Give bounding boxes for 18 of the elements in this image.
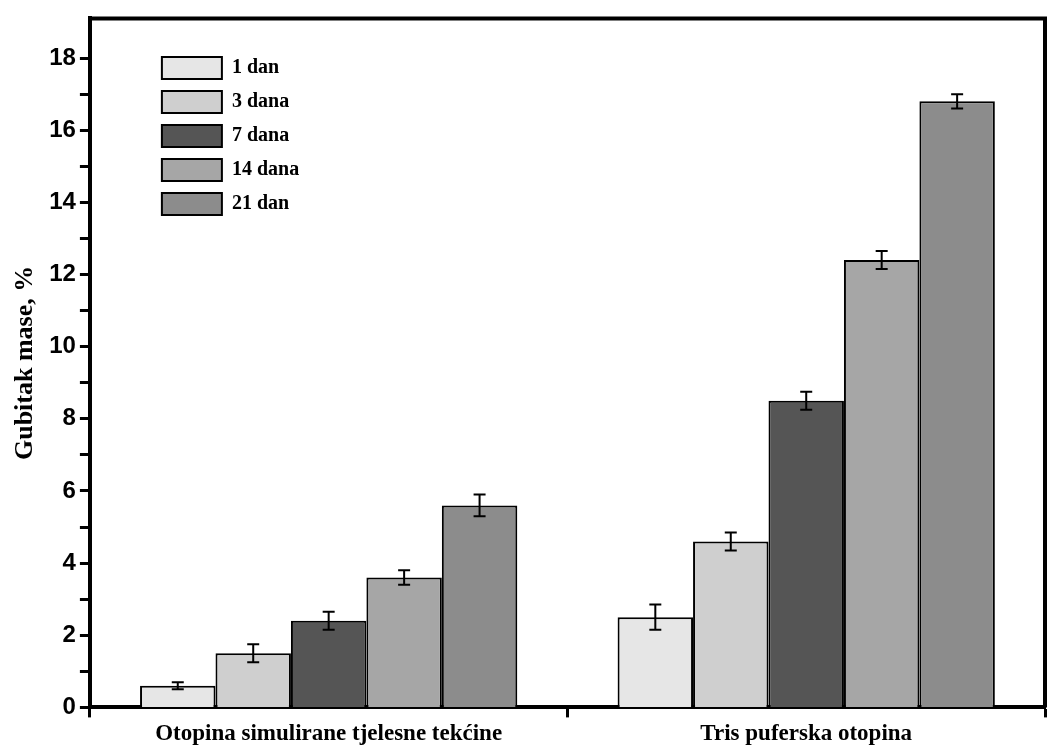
legend-label: 14 dana — [231, 157, 300, 180]
x-tick-label: Tris puferska otopina — [700, 720, 913, 746]
y-tick-label: 18 — [49, 42, 76, 70]
y-tick-label: 4 — [62, 547, 77, 575]
legend-label: 21 dan — [231, 191, 290, 214]
legend-label: 3 dana — [231, 89, 290, 112]
y-tick-label: 2 — [62, 619, 76, 647]
y-tick-label: 10 — [49, 331, 76, 359]
legend-label: 7 dana — [231, 123, 290, 146]
y-tick-label: 16 — [49, 114, 76, 142]
y-tick-label: 12 — [49, 259, 76, 287]
x-tick-label: Otopina simulirane tjelesne tekćine — [155, 720, 503, 746]
y-axis-title: Gubitak mase, % — [9, 265, 39, 461]
y-tick-label: 14 — [49, 187, 77, 214]
legend-label: 1 dan — [231, 55, 280, 78]
y-tick-label: 6 — [62, 475, 76, 503]
y-tick-label: 8 — [62, 403, 76, 431]
y-tick-label: 0 — [62, 692, 76, 720]
